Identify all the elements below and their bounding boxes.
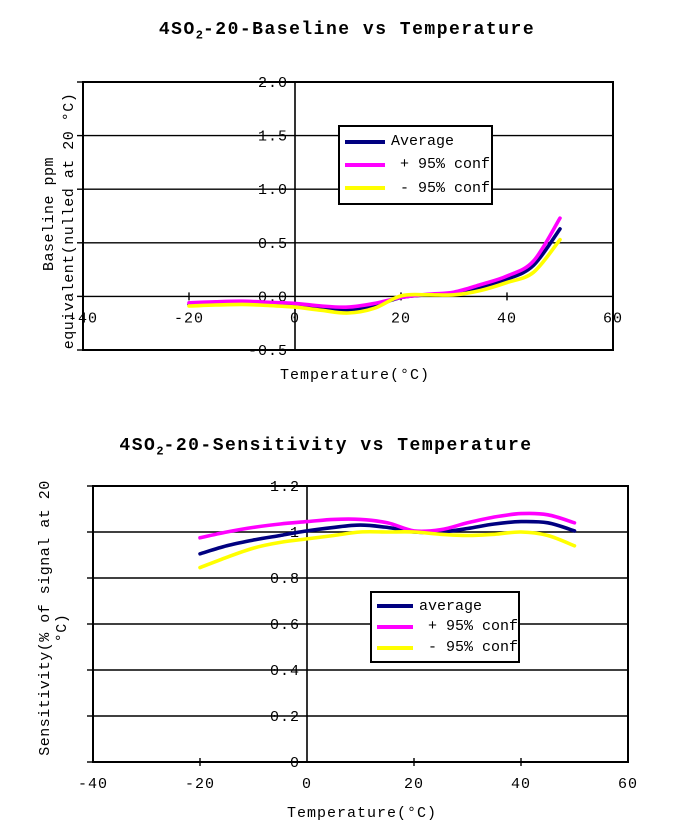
legend-entry-average: average	[372, 598, 518, 615]
series-line-95-conf	[187, 216, 562, 310]
legend-entry-plus95: + 95% conf	[340, 156, 491, 173]
legend-label: + 95% conf	[400, 156, 491, 174]
x-tick-label: 40	[511, 776, 531, 793]
legend-entry-minus95: - 95% conf	[372, 639, 518, 656]
series-line-average	[198, 519, 577, 556]
chart2-x-axis-title: Temperature(°C)	[286, 805, 438, 822]
legend-line-sample	[345, 186, 385, 191]
y-tick-label: 0	[290, 755, 300, 772]
legend-line-sample	[377, 604, 413, 609]
legend-label: - 95% conf	[400, 179, 491, 197]
chart1-x-axis-title: Temperature(°C)	[279, 367, 431, 384]
x-tick-label: 0	[302, 776, 312, 793]
y-tick-label: 1.5	[258, 129, 288, 146]
x-tick-label: -20	[174, 310, 204, 327]
legend-line-sample	[377, 624, 413, 629]
legend-line-sample	[345, 139, 385, 144]
y-tick-label: 0.8	[270, 571, 300, 588]
chart1-title-suffix: -20-Baseline vs Temperature	[202, 20, 536, 40]
x-tick-label: -40	[68, 310, 98, 327]
series-line-average	[187, 227, 562, 312]
chart1-title-subscript: 2	[195, 28, 203, 43]
y-tick-label: 1.2	[270, 479, 300, 496]
series-line-95-conf	[198, 529, 577, 570]
legend-entry-minus95: - 95% conf	[340, 180, 491, 197]
chart1-title: 4SO2-20-Baseline vs Temperature	[97, 20, 597, 43]
legend-entry-plus95: + 95% conf	[372, 618, 518, 635]
chart2-title-suffix: -20-Sensitivity vs Temperature	[163, 436, 533, 456]
y-tick-label: 1.0	[258, 182, 288, 199]
chart1-y-axis-title-line2: equivalent(nulled at 20 °C)	[61, 92, 78, 350]
legend-line-sample	[377, 645, 413, 650]
chart2-y-axis-title-line1: Sensitivity(% of signal at 20	[37, 480, 54, 756]
plot-border	[92, 485, 629, 763]
x-tick-label: 0	[290, 310, 300, 327]
legend-line-sample	[345, 162, 385, 167]
x-tick-label: -40	[78, 776, 108, 793]
chart2-legend: average + 95% conf - 95% conf	[370, 591, 520, 663]
legend-label: average	[419, 597, 483, 615]
y-tick-label: 2.0	[258, 75, 288, 92]
x-tick-label: 60	[618, 776, 638, 793]
chart2-title-prefix: 4SO	[119, 436, 157, 456]
legend-label: - 95% conf	[427, 639, 518, 657]
chart1-legend: Average + 95% conf - 95% conf	[338, 125, 493, 205]
plot-border	[82, 81, 614, 351]
y-tick-label: 0.5	[258, 236, 288, 253]
chart1-y-axis-title-line1: Baseline ppm	[41, 156, 58, 272]
series-line-95-conf	[187, 237, 562, 315]
x-tick-label: 20	[404, 776, 424, 793]
y-tick-label: 0.6	[270, 617, 300, 634]
legend-label: Average	[391, 133, 455, 151]
x-tick-label: 40	[497, 310, 517, 327]
y-tick-label: -0.5	[248, 343, 288, 360]
chart2-title: 4SO2-20-Sensitivity vs Temperature	[76, 436, 576, 459]
series-line-95-conf	[198, 511, 577, 540]
chart1-title-prefix: 4SO	[158, 20, 196, 40]
x-tick-label: -20	[185, 776, 215, 793]
y-tick-label: 0.4	[270, 663, 300, 680]
x-tick-label: 20	[391, 310, 411, 327]
chart2-y-axis-title-line2: °C)	[54, 613, 71, 643]
y-tick-label: 0.2	[270, 709, 300, 726]
x-tick-label: 60	[603, 310, 623, 327]
chart2-title-subscript: 2	[156, 444, 164, 459]
legend-entry-average: Average	[340, 133, 491, 150]
legend-label: + 95% conf	[427, 618, 518, 636]
